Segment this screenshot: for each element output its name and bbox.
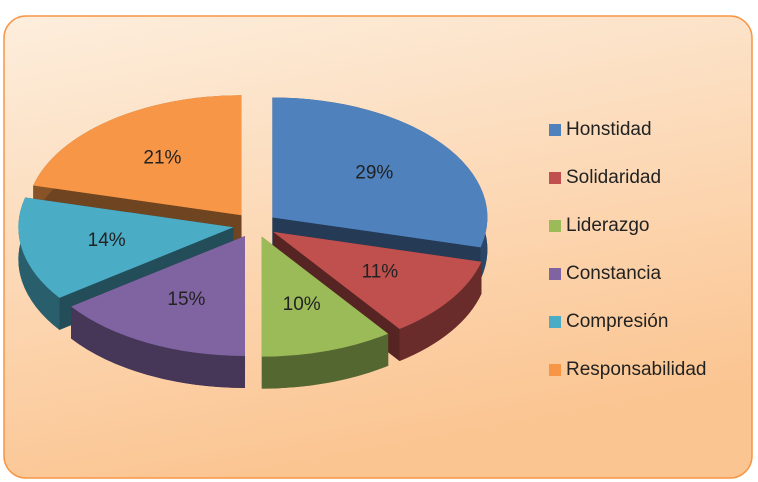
legend-swatch [549,268,561,280]
data-label: 21% [143,147,181,168]
slice-top [71,235,246,356]
data-label: 15% [167,289,205,310]
slice-side [399,261,482,361]
legend-label: Constancia [566,263,661,284]
legend-label: Compresión [566,311,668,332]
data-label: 10% [283,294,321,315]
legend-label: Honstidad [566,119,652,140]
legend-label: Responsabilidad [566,359,707,380]
slice-side [71,306,246,388]
legend-label: Solidaridad [566,167,661,188]
slice-top [272,97,488,248]
slice-top [33,95,242,216]
slice-side [261,333,389,389]
slice-side [18,197,60,330]
data-label: 14% [88,230,126,251]
legend-swatch [549,220,561,232]
data-label: 29% [355,162,393,183]
slice-top [261,236,389,357]
slice [261,236,389,389]
slice-top [273,231,482,329]
data-label: 11% [362,261,399,282]
slice [71,235,246,388]
slice-top [18,197,234,298]
legend-swatch [549,316,561,328]
legend-swatch [549,364,561,376]
legend-swatch [549,172,561,184]
legend-swatch [549,124,561,136]
legend-label: Liderazgo [566,215,649,236]
